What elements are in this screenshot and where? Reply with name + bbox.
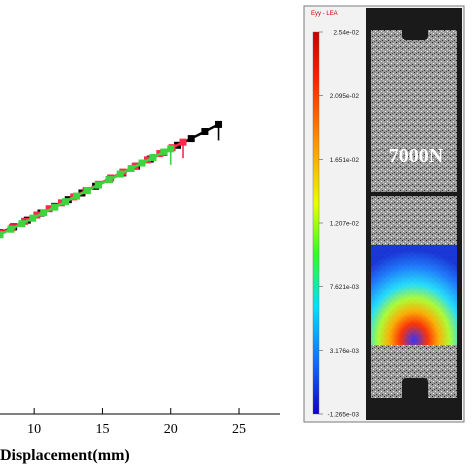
x-tick-labels: 10 15 20 25 <box>27 422 246 437</box>
bottom-notch <box>402 378 428 410</box>
data-point <box>160 148 168 156</box>
specimen-load-label: 7000N <box>389 145 444 167</box>
colorbar-label: 2.54e-02 <box>333 30 359 37</box>
x-tick-label: 25 <box>232 422 246 437</box>
colorbar <box>312 31 320 415</box>
data-point <box>72 192 80 200</box>
data-point <box>105 176 113 184</box>
series-layer <box>0 120 223 239</box>
strain-field-overlay <box>371 245 457 345</box>
data-point <box>187 135 195 143</box>
top-notch <box>402 8 428 40</box>
data-point <box>127 165 135 173</box>
data-point <box>138 159 146 167</box>
data-point <box>201 128 209 136</box>
colorbar-labels: 2.54e-02 2.095e-02 1.651e-02 1.207e-02 7.621… <box>319 30 359 419</box>
colorbar-label: -1.265e-03 <box>328 412 360 419</box>
colorbar-label: 1.207e-02 <box>330 221 360 228</box>
x-tick-label: 20 <box>164 422 178 437</box>
x-tick-label: 15 <box>95 422 109 437</box>
data-point <box>62 198 70 206</box>
specimen-upper <box>371 30 457 192</box>
dic-panel: Eyy - LEA 2.54e-02 2.095e-02 1.651e-02 1.20… <box>303 5 465 423</box>
x-tick-label: 10 <box>27 422 41 437</box>
chart-area: 10 15 20 25 Displacement(mm) <box>0 120 280 464</box>
data-point <box>7 225 15 233</box>
data-point <box>29 214 37 222</box>
data-point <box>40 209 48 217</box>
data-point <box>94 181 102 189</box>
data-point <box>0 231 4 239</box>
data-point <box>83 187 91 195</box>
x-tick-marks <box>33 408 240 414</box>
data-point <box>116 170 124 178</box>
data-point <box>18 220 26 228</box>
colorbar-label: 2.095e-02 <box>330 93 360 100</box>
series-2 <box>0 145 175 239</box>
data-point <box>51 203 59 211</box>
x-axis-title: Displacement(mm) <box>0 447 130 464</box>
colorbar-title: Eyy - LEA <box>311 11 338 17</box>
colorbar-label: 1.651e-02 <box>330 157 360 164</box>
colorbar-label: 3.176e-03 <box>330 348 360 355</box>
data-point <box>149 154 157 162</box>
colorbar-label: 7.621e-03 <box>330 284 360 291</box>
